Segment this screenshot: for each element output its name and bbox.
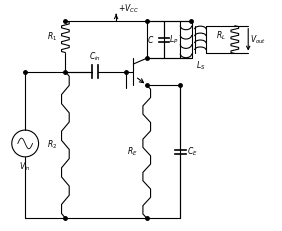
Text: $+V_{CC}$: $+V_{CC}$ bbox=[118, 3, 139, 15]
Text: $L_S$: $L_S$ bbox=[196, 59, 205, 72]
Text: $V_{out}$: $V_{out}$ bbox=[250, 33, 266, 46]
Text: $C_{in}$: $C_{in}$ bbox=[89, 51, 101, 63]
Text: $R_L$: $R_L$ bbox=[216, 30, 226, 42]
Text: $V_{in}$: $V_{in}$ bbox=[19, 161, 31, 173]
Text: $C$: $C$ bbox=[147, 34, 155, 45]
Text: $R_2$: $R_2$ bbox=[47, 139, 57, 151]
Text: $R_E$: $R_E$ bbox=[127, 145, 138, 158]
Text: $R_1$: $R_1$ bbox=[47, 30, 57, 43]
Text: $C_E$: $C_E$ bbox=[187, 145, 198, 158]
Text: $L_P$: $L_P$ bbox=[169, 33, 178, 46]
